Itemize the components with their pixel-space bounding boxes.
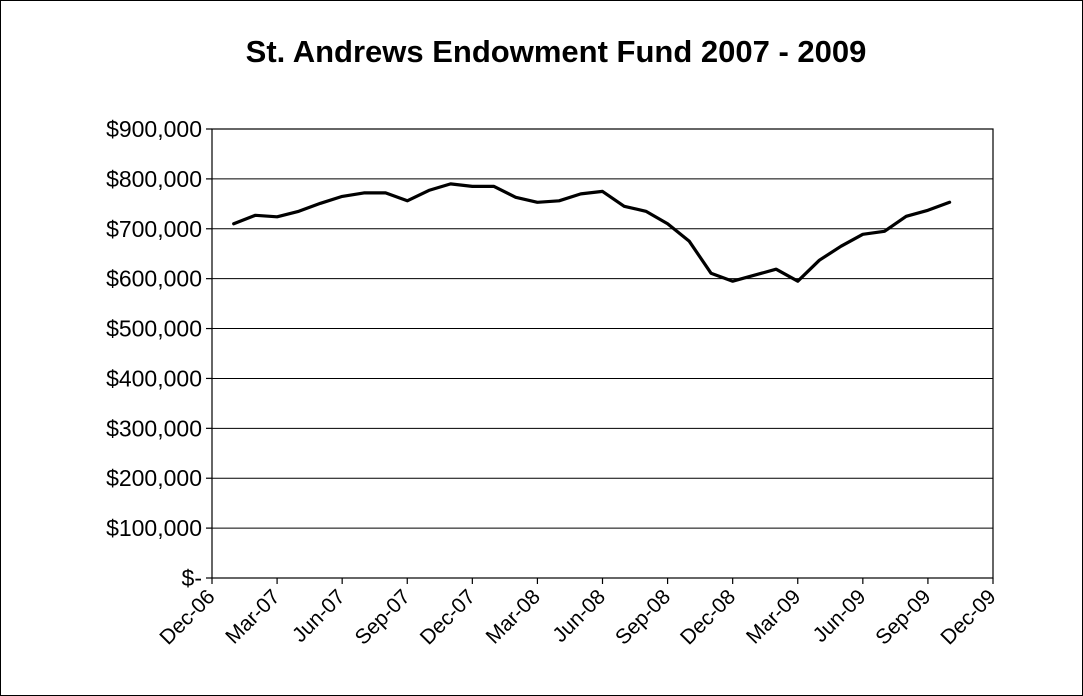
x-tick-label: Sep-08 bbox=[611, 585, 675, 649]
data-point bbox=[883, 230, 886, 233]
gridlines bbox=[212, 128, 993, 529]
data-point bbox=[362, 191, 366, 195]
data-point bbox=[818, 259, 821, 262]
x-tick-label: Jun-08 bbox=[548, 585, 610, 647]
data-point bbox=[579, 192, 583, 196]
x-tick-label: Dec-06 bbox=[155, 585, 219, 649]
series-layer bbox=[232, 182, 952, 283]
x-tick-label: Dec-07 bbox=[416, 585, 480, 649]
data-point bbox=[232, 222, 235, 225]
data-point bbox=[731, 279, 734, 283]
x-tick-label: Dec-08 bbox=[676, 585, 740, 649]
data-point bbox=[492, 185, 496, 188]
data-point bbox=[536, 201, 539, 204]
data-point bbox=[839, 245, 843, 248]
y-tick-label: $800,000 bbox=[106, 166, 202, 192]
data-point bbox=[471, 185, 474, 188]
plot-area bbox=[211, 128, 994, 579]
chart-title: St. Andrews Endowment Fund 2007 - 2009 bbox=[246, 34, 867, 69]
data-point bbox=[644, 210, 648, 213]
data-point bbox=[926, 209, 930, 212]
x-tick-label: Jun-09 bbox=[809, 585, 871, 647]
data-point bbox=[948, 201, 951, 204]
x-axis-ticks: Dec-06 Mar-07 Jun-07 Sep-07 Dec-07 Mar-08 Jun-… bbox=[155, 578, 1001, 649]
data-point bbox=[666, 222, 669, 225]
y-tick-label: $100,000 bbox=[106, 515, 202, 541]
x-tick-label: Sep-07 bbox=[351, 585, 415, 649]
data-point bbox=[709, 271, 713, 275]
data-point bbox=[514, 196, 517, 199]
y-tick-label: $500,000 bbox=[106, 316, 202, 342]
data-point bbox=[601, 190, 604, 193]
y-tick-label: $200,000 bbox=[106, 465, 202, 491]
y-axis-ticks: $- $100,000 $200,000 $300,000 $400,000 $500,0… bbox=[106, 116, 212, 591]
data-point bbox=[449, 182, 452, 186]
data-point bbox=[254, 214, 257, 217]
x-tick-label: Sep-09 bbox=[871, 585, 935, 649]
data-point bbox=[384, 191, 387, 195]
data-point bbox=[406, 199, 409, 203]
y-tick-label: $700,000 bbox=[106, 216, 202, 242]
data-point bbox=[753, 273, 756, 277]
data-point bbox=[905, 215, 908, 218]
y-tick-label: $- bbox=[182, 565, 202, 591]
y-tick-label: $300,000 bbox=[106, 415, 202, 441]
x-tick-label: Mar-08 bbox=[482, 585, 545, 648]
data-point bbox=[319, 202, 322, 205]
data-point bbox=[275, 215, 279, 219]
x-tick-label: Dec-09 bbox=[936, 585, 1000, 649]
data-point bbox=[688, 240, 691, 243]
data-point bbox=[861, 233, 865, 236]
data-point bbox=[340, 195, 344, 198]
series-line bbox=[232, 182, 952, 283]
x-tick-label: Mar-07 bbox=[221, 585, 284, 648]
y-tick-label: $900,000 bbox=[106, 116, 202, 142]
data-point bbox=[427, 189, 431, 192]
data-point bbox=[557, 199, 561, 203]
x-tick-label: Mar-09 bbox=[742, 585, 805, 648]
y-tick-label: $400,000 bbox=[106, 365, 202, 391]
x-tick-label: Jun-07 bbox=[288, 585, 350, 647]
y-tick-label: $600,000 bbox=[106, 266, 202, 292]
data-point bbox=[622, 205, 626, 208]
data-point bbox=[297, 210, 300, 213]
data-point bbox=[774, 267, 778, 271]
data-point bbox=[796, 279, 799, 283]
